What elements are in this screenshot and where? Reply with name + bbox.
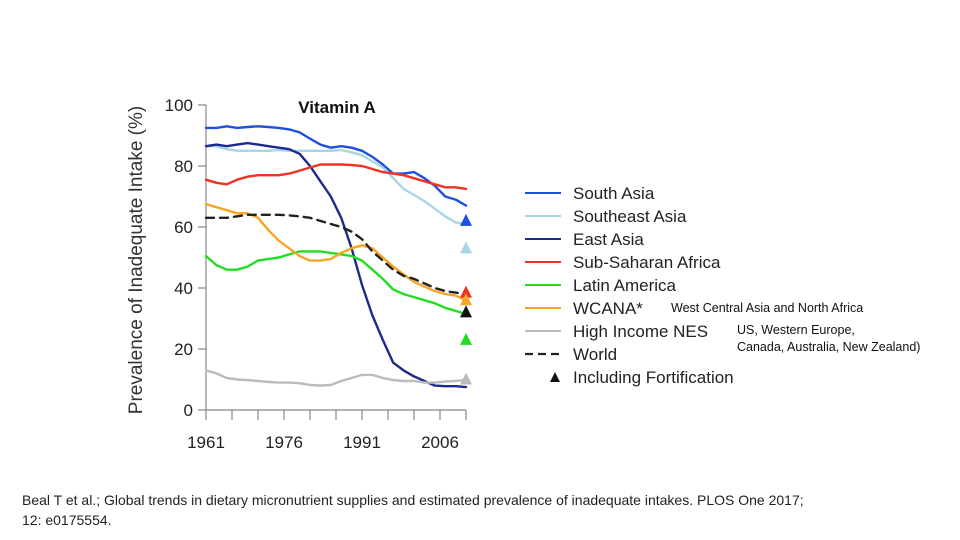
legend-label: South Asia [573, 184, 655, 203]
y-tick-label: 0 [184, 401, 193, 420]
series-line-east-asia [204, 141, 468, 389]
fortification-marker-latin-america [460, 332, 472, 345]
legend-label: Including Fortification [573, 368, 734, 387]
y-tick-label: 60 [174, 218, 193, 237]
legend-label: Latin America [573, 276, 677, 295]
legend-label: East Asia [573, 230, 644, 249]
y-tick-label: 40 [174, 279, 193, 298]
fortification-marker-wcana [460, 293, 472, 306]
high-income-note-line2: Canada, Australia, New Zealand) [737, 340, 920, 354]
series-line-southeast-asia [204, 144, 468, 226]
legend-item: High Income NES [525, 322, 708, 341]
chart-title: Vitamin A [298, 98, 375, 117]
series-line-sub-saharan-africa [204, 163, 468, 191]
legend-triangle-icon [550, 372, 560, 382]
citation: Beal T et al.; Global trends in dietary … [22, 490, 942, 530]
legend: South Asia Southeast Asia East Asia Sub-Sah… [525, 184, 734, 387]
fortification-marker-southeast-asia [460, 241, 472, 254]
legend-item: Southeast Asia [525, 207, 687, 226]
legend-item: Including Fortification [550, 368, 734, 387]
legend-item: East Asia [525, 230, 644, 249]
legend-label: Sub-Saharan Africa [573, 253, 721, 272]
y-tick-label: 100 [165, 96, 193, 115]
y-axis-label: Prevalence of Inadequate Intake (%) [126, 106, 147, 414]
legend-item: WCANA* [525, 299, 643, 318]
legend-label: Southeast Asia [573, 207, 687, 226]
fortification-marker-world [460, 305, 472, 318]
series-line-world [204, 213, 468, 296]
series-line-latin-america [204, 250, 468, 316]
legend-label: WCANA* [573, 299, 643, 318]
fortification-markers [460, 213, 472, 385]
legend-label: World [573, 345, 617, 364]
legend-item: Sub-Saharan Africa [525, 253, 721, 272]
series-line-high-income-nes [204, 369, 468, 387]
fortification-marker-sub-saharan-africa [460, 285, 472, 298]
citation-line-1: Beal T et al.; Global trends in dietary … [22, 492, 804, 508]
x-tick-label: 1961 [187, 433, 225, 452]
fortification-marker-south-asia [460, 213, 472, 226]
legend-label: High Income NES [573, 322, 708, 341]
legend-item: Latin America [525, 276, 677, 295]
y-tick-label: 20 [174, 340, 193, 359]
x-tick-label: 1991 [343, 433, 381, 452]
citation-line-2: 12: e0175554. [22, 512, 112, 528]
series-layer [204, 125, 468, 389]
wcana-note: West Central Asia and North Africa [671, 301, 863, 315]
series-line-south-asia [204, 125, 468, 207]
high-income-note-line1: US, Western Europe, [737, 323, 855, 337]
axes: 0 20 40 60 80 100 1961 1976 1991 2006 [165, 96, 467, 452]
fortification-marker-high-income-nes [460, 372, 472, 385]
x-tick-label: 1976 [265, 433, 303, 452]
y-tick-label: 80 [174, 157, 193, 176]
legend-item: World [525, 345, 617, 364]
x-tick-label: 2006 [421, 433, 459, 452]
legend-item: South Asia [525, 184, 655, 203]
